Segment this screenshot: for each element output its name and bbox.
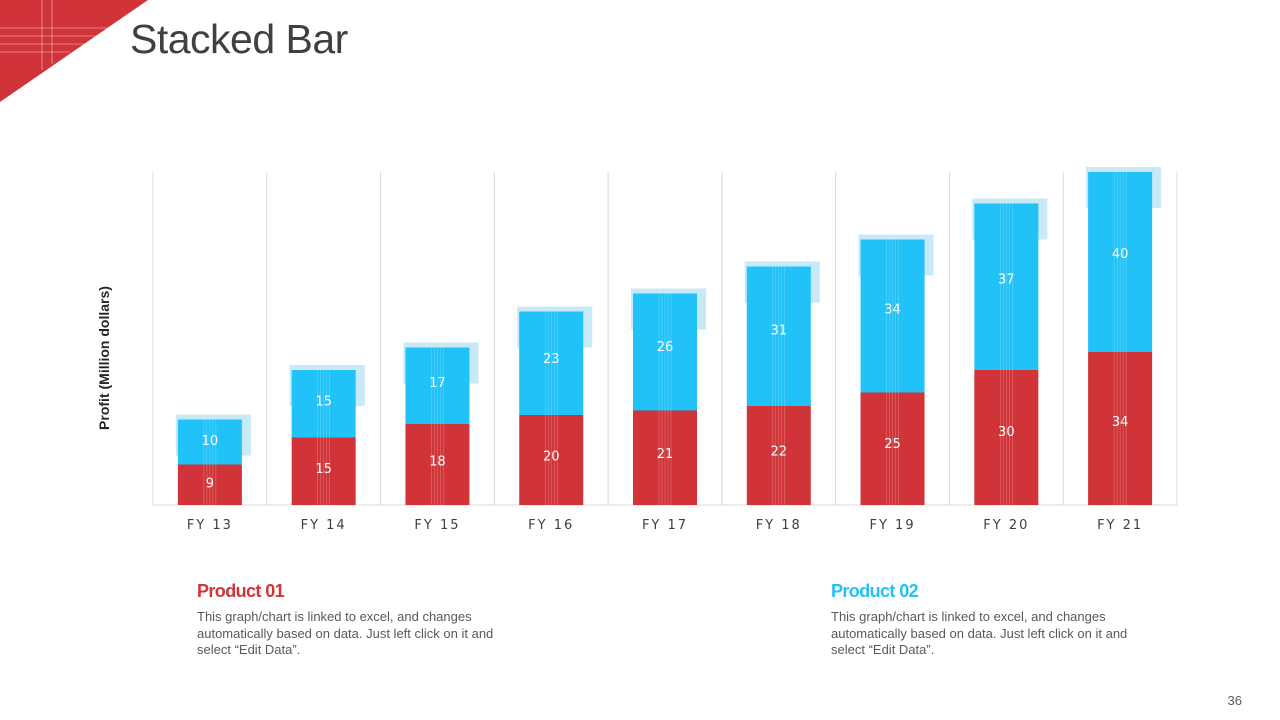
- x-tick-label: FY 19: [870, 518, 916, 533]
- bar-product-01: [633, 410, 697, 505]
- corner-decoration: [0, 0, 148, 102]
- bar-product-01: [177, 464, 242, 505]
- stacked-bar-chart: 10 9 FY 13 15 15 FY 14 17 18 FY 15 23 20 FY 16 26 21 F…: [152, 167, 1178, 533]
- x-tick-label: FY 14: [301, 518, 347, 533]
- data-label-product-02: 26: [657, 340, 674, 355]
- data-label-product-01: 22: [771, 445, 788, 460]
- page-number: 36: [1227, 693, 1242, 708]
- bar-product-02: [1088, 172, 1153, 352]
- x-tick-label: FY 18: [756, 518, 802, 533]
- data-label-product-02: 17: [429, 376, 446, 391]
- data-label-product-01: 34: [1112, 415, 1129, 430]
- legend-description-product-02: This graph/chart is linked to excel, and…: [831, 609, 1128, 657]
- bar-product-01: [291, 437, 356, 505]
- bar-product-02: [291, 370, 356, 438]
- data-label-product-01: 9: [206, 477, 214, 492]
- x-tick-label: FY 17: [642, 518, 688, 533]
- data-label-product-02: 23: [543, 352, 560, 367]
- bar-product-02: [974, 203, 1039, 370]
- data-label-product-02: 10: [202, 434, 219, 449]
- bar-product-02: [860, 239, 925, 393]
- data-label-product-01: 21: [657, 447, 674, 462]
- data-label-product-02: 15: [315, 394, 332, 409]
- legend-product-02: Product 02 This graph/chart is linked to…: [831, 581, 1151, 659]
- bar-product-02: [405, 347, 470, 424]
- legend-title-product-01: Product 01: [197, 581, 285, 601]
- bar-product-02: [746, 266, 811, 406]
- bar-product-01: [519, 415, 584, 505]
- x-tick-label: FY 20: [983, 518, 1029, 533]
- data-label-product-02: 31: [771, 323, 788, 338]
- data-label-product-02: 37: [998, 272, 1015, 287]
- bar-product-01: [405, 424, 470, 505]
- data-label-product-02: 34: [884, 302, 901, 317]
- data-label-product-01: 15: [315, 462, 332, 477]
- x-tick-label: FY 16: [528, 518, 574, 533]
- data-label-product-02: 40: [1112, 247, 1129, 262]
- data-label-product-01: 25: [884, 437, 901, 452]
- bar-product-02: [177, 419, 242, 465]
- legend-description-product-01: This graph/chart is linked to excel, and…: [197, 609, 494, 657]
- legend-product-01: Product 01 This graph/chart is linked to…: [197, 581, 517, 659]
- legend-title-product-02: Product 02: [831, 581, 919, 601]
- bar-product-01: [1088, 352, 1153, 505]
- x-tick-label: FY 15: [414, 518, 460, 533]
- x-tick-label: FY 13: [187, 518, 233, 533]
- bar-product-02: [519, 311, 584, 415]
- bar-product-01: [746, 406, 811, 505]
- bar-product-02: [633, 293, 697, 411]
- y-axis-label: Profit (Million dollars): [96, 286, 112, 430]
- data-label-product-01: 30: [998, 425, 1015, 440]
- data-label-product-01: 20: [543, 450, 560, 465]
- data-label-product-01: 18: [429, 454, 446, 469]
- bar-product-01: [860, 392, 925, 505]
- x-tick-label: FY 21: [1097, 518, 1143, 533]
- bar-product-01: [974, 370, 1039, 505]
- page-title: Stacked Bar: [130, 16, 348, 62]
